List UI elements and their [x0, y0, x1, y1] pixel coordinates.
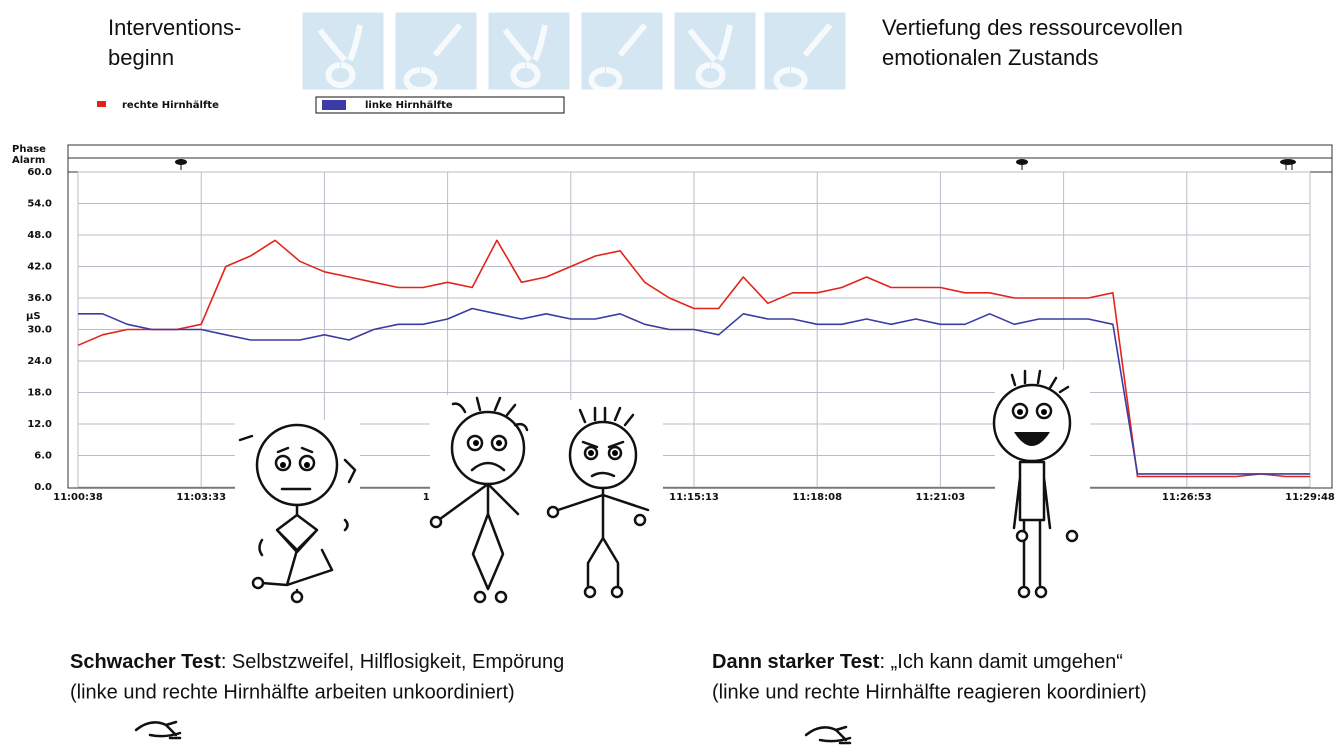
legend-label: rechte Hirnhälfte — [122, 100, 219, 111]
annotation: Vertiefung des ressourcevollen — [882, 15, 1183, 40]
x-tick-label: 11:21:03 — [916, 492, 966, 503]
caption-note: (linke und rechte Hirnhälfte arbeiten un… — [70, 681, 515, 703]
y-tick-label: 6.0 — [34, 451, 52, 462]
caption-heading: Schwacher Test — [70, 651, 221, 673]
caption-text: : Selbstzweifel, Hilflosigkeit, Empörung — [221, 651, 564, 673]
cartoon-anxious — [235, 420, 360, 602]
y-tick-label: 36.0 — [27, 293, 52, 304]
y-tick-label: 18.0 — [27, 388, 52, 399]
legend-swatch — [97, 101, 106, 107]
y-tick-label: 60.0 — [27, 167, 52, 178]
x-tick-label: 11:03:33 — [176, 492, 226, 503]
phase-label: Phase — [12, 144, 46, 155]
y-tick-label: 42.0 — [27, 262, 52, 273]
caption-note: (linke und rechte Hirnhälfte reagieren k… — [712, 681, 1147, 703]
caption-text: : „Ich kann damit umgehen“ — [879, 651, 1122, 673]
hand-icon — [806, 727, 850, 743]
y-axis-label: µS — [26, 311, 41, 322]
y-tick-label: 0.0 — [34, 482, 52, 493]
caption-heading: Dann starker Test — [712, 651, 880, 673]
y-tick-label: 12.0 — [27, 419, 52, 430]
hand-icon — [136, 722, 180, 738]
y-tick-label: 24.0 — [27, 356, 52, 367]
page: Interventions- beginn Vertiefung des res… — [0, 0, 1342, 755]
annotation: beginn — [108, 45, 174, 70]
legend-swatch — [322, 100, 346, 110]
x-tick-label: 11:00:38 — [53, 492, 103, 503]
thumbnails — [302, 12, 846, 90]
x-tick-label: 11:18:08 — [792, 492, 842, 503]
y-tick-label: 54.0 — [27, 199, 52, 210]
caption: Dann starker Test: „Ich kann damit umgeh… — [712, 651, 1123, 673]
cartoon-angry — [548, 400, 663, 605]
annotation: Interventions- — [108, 15, 241, 40]
cartoon-happy — [994, 370, 1090, 605]
alarm-label: Alarm — [12, 155, 45, 166]
annotation: emotionalen Zustands — [882, 45, 1098, 70]
x-tick-label: 11:26:53 — [1162, 492, 1212, 503]
y-tick-label: 30.0 — [27, 325, 52, 336]
x-tick-label: 11:15:13 — [669, 492, 719, 503]
legend-label: linke Hirnhälfte — [365, 100, 453, 111]
cartoon-sad — [430, 395, 550, 605]
x-tick-label: 11:29:48 — [1285, 492, 1335, 503]
caption: Schwacher Test: Selbstzweifel, Hilflosig… — [70, 651, 564, 673]
y-tick-label: 48.0 — [27, 230, 52, 241]
